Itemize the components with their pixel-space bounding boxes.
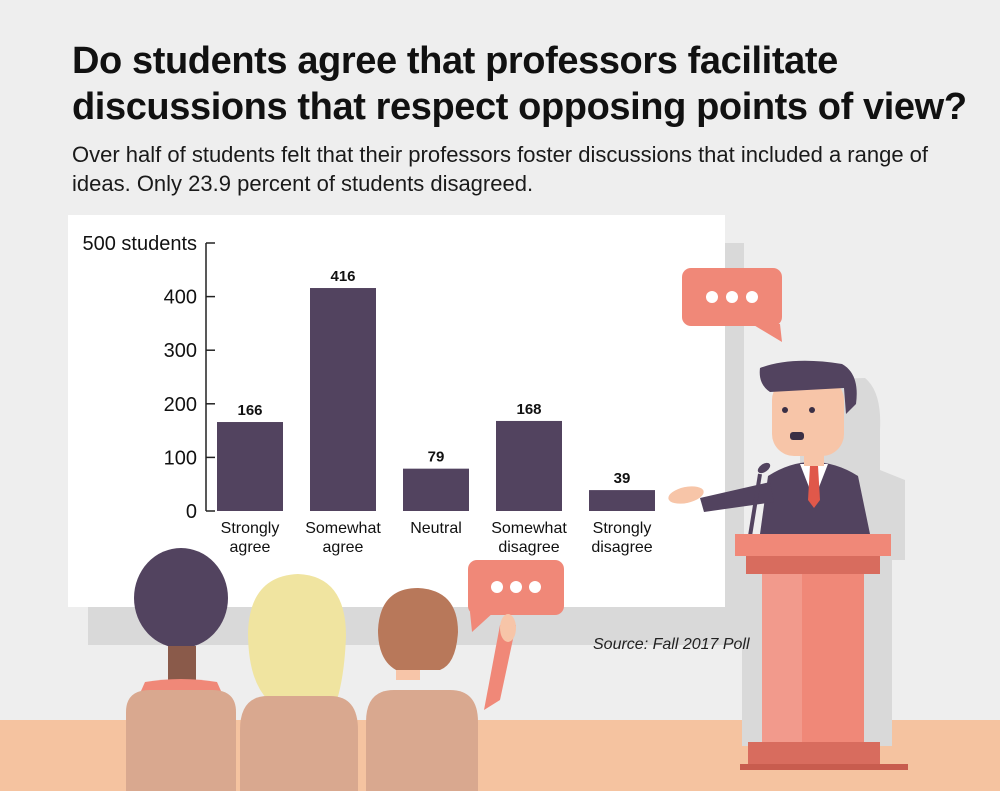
bar-value-label: 416: [330, 268, 355, 285]
bar: [589, 490, 655, 511]
x-tick-label: disagree: [498, 539, 559, 556]
source-note: Source: Fall 2017 Poll: [593, 636, 750, 653]
x-tick-label: agree: [230, 539, 271, 556]
audience-member-right: [366, 588, 516, 791]
y-tick-label: 100: [164, 447, 197, 469]
chart-title: Do students agree that professors facili…: [72, 40, 967, 128]
bar-value-label: 168: [516, 401, 541, 418]
data-labels: 166 416 79 168 39: [237, 268, 630, 487]
x-tick-label: agree: [323, 539, 364, 556]
x-tick-label: Somewhat: [491, 520, 567, 537]
x-tick-label: Neutral: [410, 520, 462, 537]
y-tick-label: 300: [164, 340, 197, 362]
y-tick-label: 200: [164, 394, 197, 416]
bar-value-label: 79: [428, 449, 445, 466]
bar: [403, 468, 469, 511]
x-tick-label: Strongly: [221, 520, 280, 537]
y-tick-label: 400: [164, 287, 197, 309]
y-tick-label: 0: [186, 501, 197, 523]
y-axis-ticks: 0 100 200 300 400 500 students: [82, 233, 215, 523]
audience-speech-bubble: [468, 560, 564, 632]
whiteboard: [68, 215, 725, 607]
bar: [310, 288, 376, 511]
bar-value-label: 166: [237, 402, 262, 419]
bar: [217, 422, 283, 511]
x-tick-label: disagree: [591, 539, 652, 556]
x-axis-labels: Strongly agree Somewhat agree Neutral Somewha…: [221, 520, 653, 556]
presenter-speech-bubble: [682, 268, 782, 342]
x-tick-label: Somewhat: [305, 520, 381, 537]
y-tick-label: 500 students: [82, 233, 197, 255]
bars: [217, 288, 655, 511]
audience-member-left: [126, 548, 236, 791]
podium: [735, 534, 908, 770]
chart-subtitle: Over half of students felt that their pr…: [72, 142, 929, 196]
bar: [496, 420, 562, 511]
presenter-figure: [668, 360, 905, 560]
audience-member-middle: [240, 574, 358, 791]
bar-value-label: 39: [614, 470, 631, 487]
x-tick-label: Strongly: [593, 520, 652, 537]
